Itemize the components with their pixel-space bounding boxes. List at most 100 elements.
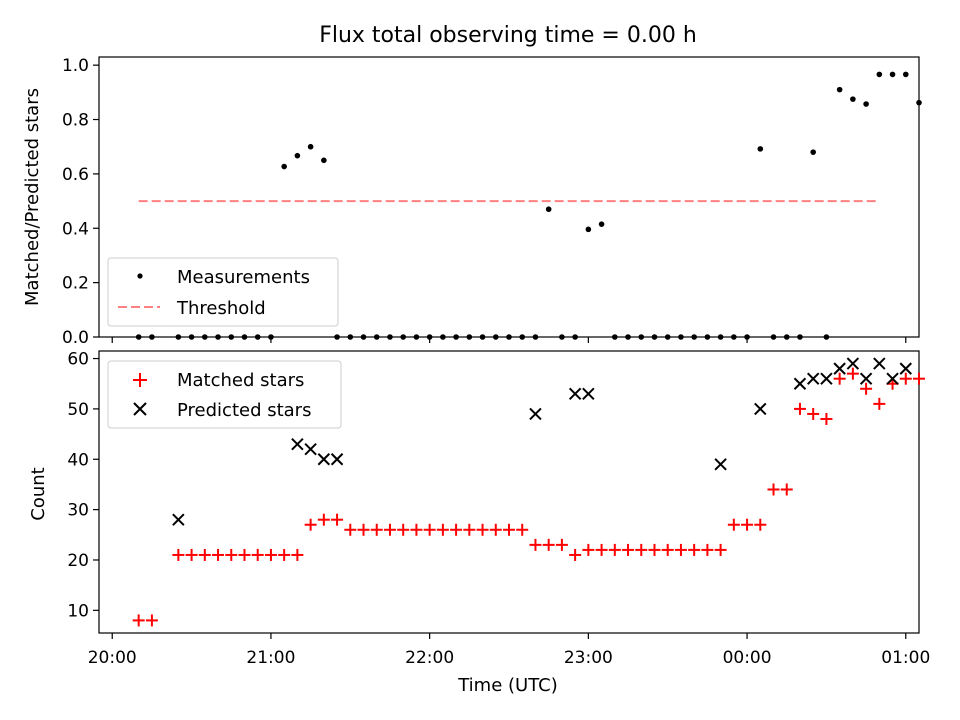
bottom-legend: Matched stars Predicted stars [107,360,342,429]
predicted-star-point [582,387,595,401]
predicted-star-point [886,372,899,385]
measurement-point [426,334,433,340]
matched-star-point [529,538,542,551]
legend-predicted-label: Predicted stars [177,400,311,421]
matched-star-point [331,513,344,526]
measurement-point [598,221,605,227]
chart-title: Flux total observing time = 0.00 h [319,23,697,48]
measurement-point [916,99,922,106]
measurement-point [307,143,314,150]
matched-star-point [238,548,251,561]
matched-star-point [741,518,754,531]
matched-star-point [860,382,873,395]
matched-star-point [463,523,476,536]
measurement-point [413,334,420,340]
matched-star-point [807,407,820,420]
matched-star-point [780,483,793,496]
bottom-x-axis-label: Time (UTC) [457,675,558,696]
measurement-point [651,334,658,340]
measurement-point [202,334,208,340]
matched-star-point [873,397,886,410]
bottom-x-ticks: 20:00 21:00 22:00 23:00 00:00 01:00 [88,633,930,668]
measurement-point [664,334,671,340]
measurement-point [717,334,724,340]
measurement-point [757,146,764,152]
measurement-point [334,334,340,340]
measurement-point [744,334,750,340]
predicted-star-point [529,407,542,421]
measurement-point [876,71,883,78]
bottom-plot-frame [98,350,920,634]
measurement-point [863,101,869,107]
measurement-point [492,334,499,340]
matched-star-point [661,543,674,556]
matched-star-point [450,523,463,536]
matched-star-point [793,402,806,415]
matched-star-point [820,412,833,425]
top-y-ticks: 0.0 0.2 0.4 0.6 0.8 1.0 [62,56,99,348]
y-tick-label: 60 [67,350,89,370]
measurement-point [268,334,274,340]
matched-star-point [899,372,912,385]
y-tick-label: 1.0 [62,56,89,76]
matched-star-point [489,523,502,536]
measurement-point [810,149,816,155]
matched-star-point [344,523,357,536]
x-tick-label: 20:00 [88,648,137,668]
measurement-point [572,334,578,340]
bottom-series [132,357,925,627]
measurement-point [850,96,856,102]
x-tick-label: 21:00 [246,648,295,668]
bottom-panel: 10 20 30 40 50 60 20:00 21:00 22:00 23:00 00:00 01… [28,350,930,696]
matched-star-point [595,543,608,556]
top-legend-box [107,257,339,327]
matched-star-point [278,548,291,561]
matched-star-point [370,523,383,536]
matched-star-point [582,543,595,556]
predicted-star-point [330,453,344,466]
x-tick-label: 00:00 [723,648,772,668]
measurement-point [823,334,830,340]
measurement-point [506,334,512,340]
measurement-point [254,334,261,340]
matched-star-point [569,548,582,561]
matched-star-point [212,548,225,561]
measurement-point [770,334,777,340]
measurement-point [704,334,711,340]
top-panel: 0.0 0.2 0.4 0.6 0.8 1.0 Matched/Predicted sta… [22,56,922,348]
measurement-point [135,334,142,340]
matched-star-point [701,543,714,556]
predicted-star-point [833,362,846,375]
measurement-point [360,334,367,340]
measurement-point [559,334,565,340]
x-tick-label: 01:00 [881,648,930,668]
matched-star-point [727,518,740,531]
bottom-y-ticks: 10 20 30 40 50 60 [67,350,99,621]
measurement-point [215,334,221,340]
measurement-point [294,152,301,159]
matched-star-point [225,548,238,561]
y-tick-label: 0.0 [62,328,89,348]
predicted-star-point [568,387,582,401]
y-tick-label: 40 [67,450,89,470]
matched-star-point [542,538,555,551]
predicted-star-point [317,453,331,466]
matched-star-point [648,543,661,556]
measurement-point [347,334,354,340]
matched-star-point [767,483,780,496]
y-tick-label: 50 [67,400,89,420]
measurement-point [638,334,645,340]
matched-star-point [622,543,635,556]
top-y-axis-label: Matched/Predicted stars [22,88,43,306]
measurement-point [585,226,592,233]
y-tick-label: 0.8 [62,111,89,131]
matched-star-point [291,548,304,561]
matched-star-point [383,523,396,536]
matched-star-point [714,543,727,556]
predicted-star-point [714,458,727,471]
measurement-point [387,334,393,340]
measurement-point [532,334,539,340]
matched-star-point [913,372,925,385]
measurement-point [466,334,473,340]
matched-star-point [397,523,410,536]
